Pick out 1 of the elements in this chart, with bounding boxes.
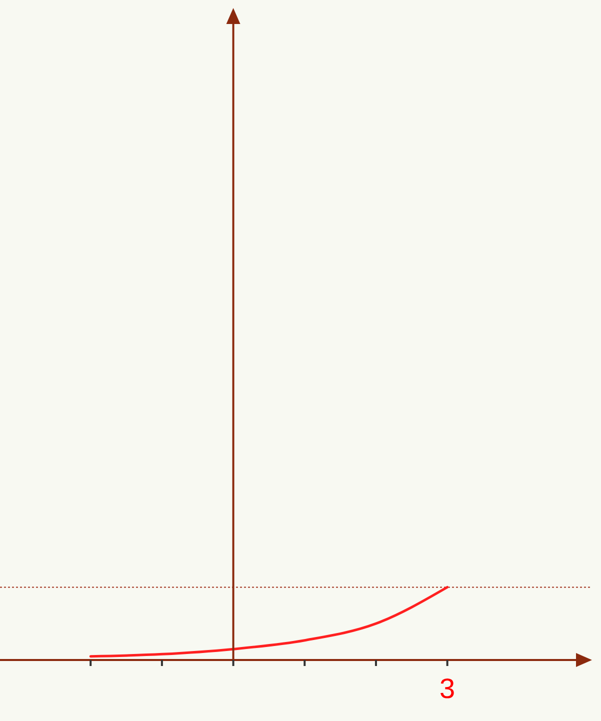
text: 3	[440, 673, 456, 704]
